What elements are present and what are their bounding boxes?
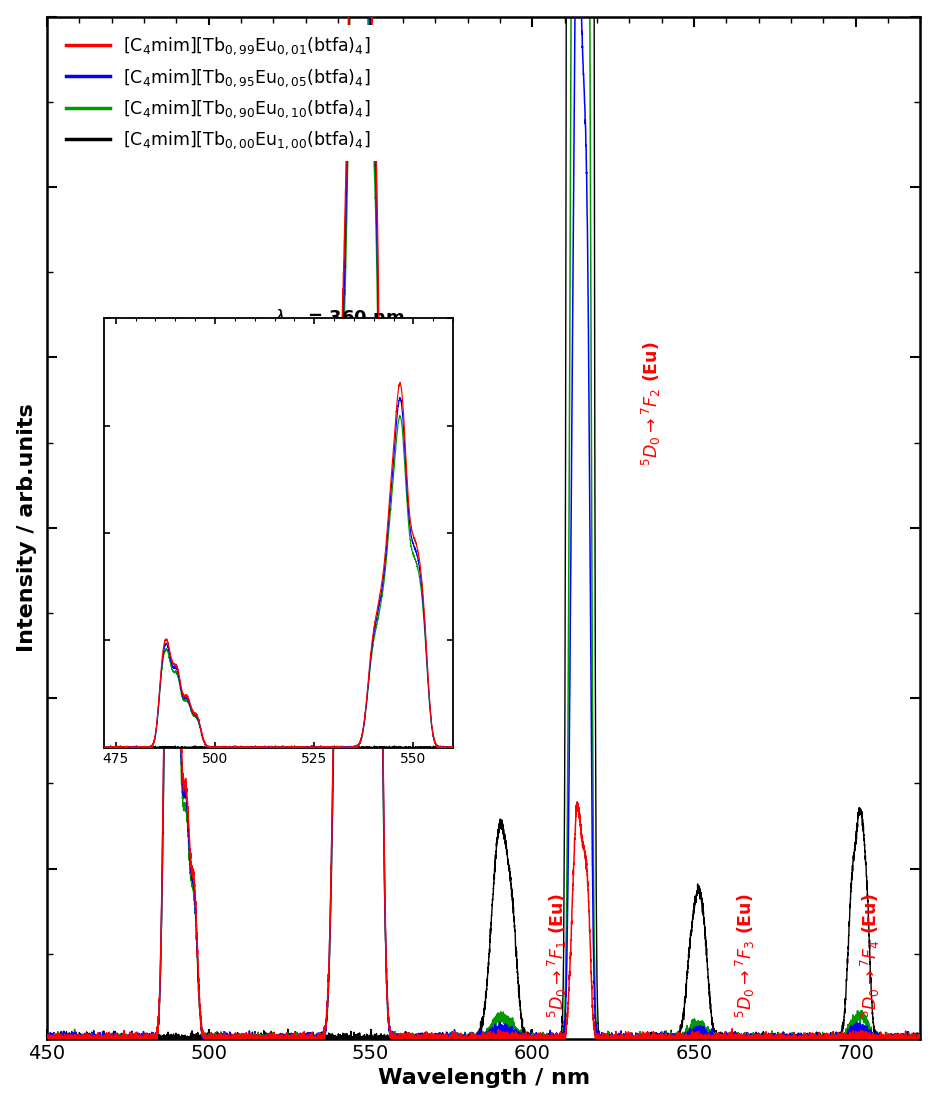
X-axis label: Wavelength / nm: Wavelength / nm <box>377 1069 589 1088</box>
Text: T = 300 K: T = 300 K <box>274 381 372 399</box>
Text: $\lambda_{ex}$ = 360 nm: $\lambda_{ex}$ = 360 nm <box>274 307 404 328</box>
Legend: [C$_4$mim][Tb$_{0,99}$Eu$_{0,01}$(btfa)$_4$], [C$_4$mim][Tb$_{0,95}$Eu$_{0,05}$(: [C$_4$mim][Tb$_{0,99}$Eu$_{0,01}$(btfa)$… <box>56 25 381 161</box>
Text: $^5D_0$$\rightarrow$$^7F_2$ (Eu): $^5D_0$$\rightarrow$$^7F_2$ (Eu) <box>639 341 662 466</box>
Text: $^5D_0$$\rightarrow$$^7F_4$ (Eu): $^5D_0$$\rightarrow$$^7F_4$ (Eu) <box>858 894 881 1019</box>
Text: $^5D_4$$\rightarrow$$^7F_6$ (Tb): $^5D_4$$\rightarrow$$^7F_6$ (Tb) <box>165 413 188 538</box>
Text: $^5D_0$$\rightarrow$$^7F_1$ (Eu): $^5D_0$$\rightarrow$$^7F_1$ (Eu) <box>545 894 568 1019</box>
Y-axis label: Intensity / arb.units: Intensity / arb.units <box>17 403 37 652</box>
Text: $^5D_4$$\rightarrow$$^7F_5$ (Tb): $^5D_4$$\rightarrow$$^7F_5$ (Tb) <box>348 413 371 538</box>
Text: $^5D_0$$\rightarrow$$^7F_3$ (Eu): $^5D_0$$\rightarrow$$^7F_3$ (Eu) <box>733 894 756 1019</box>
